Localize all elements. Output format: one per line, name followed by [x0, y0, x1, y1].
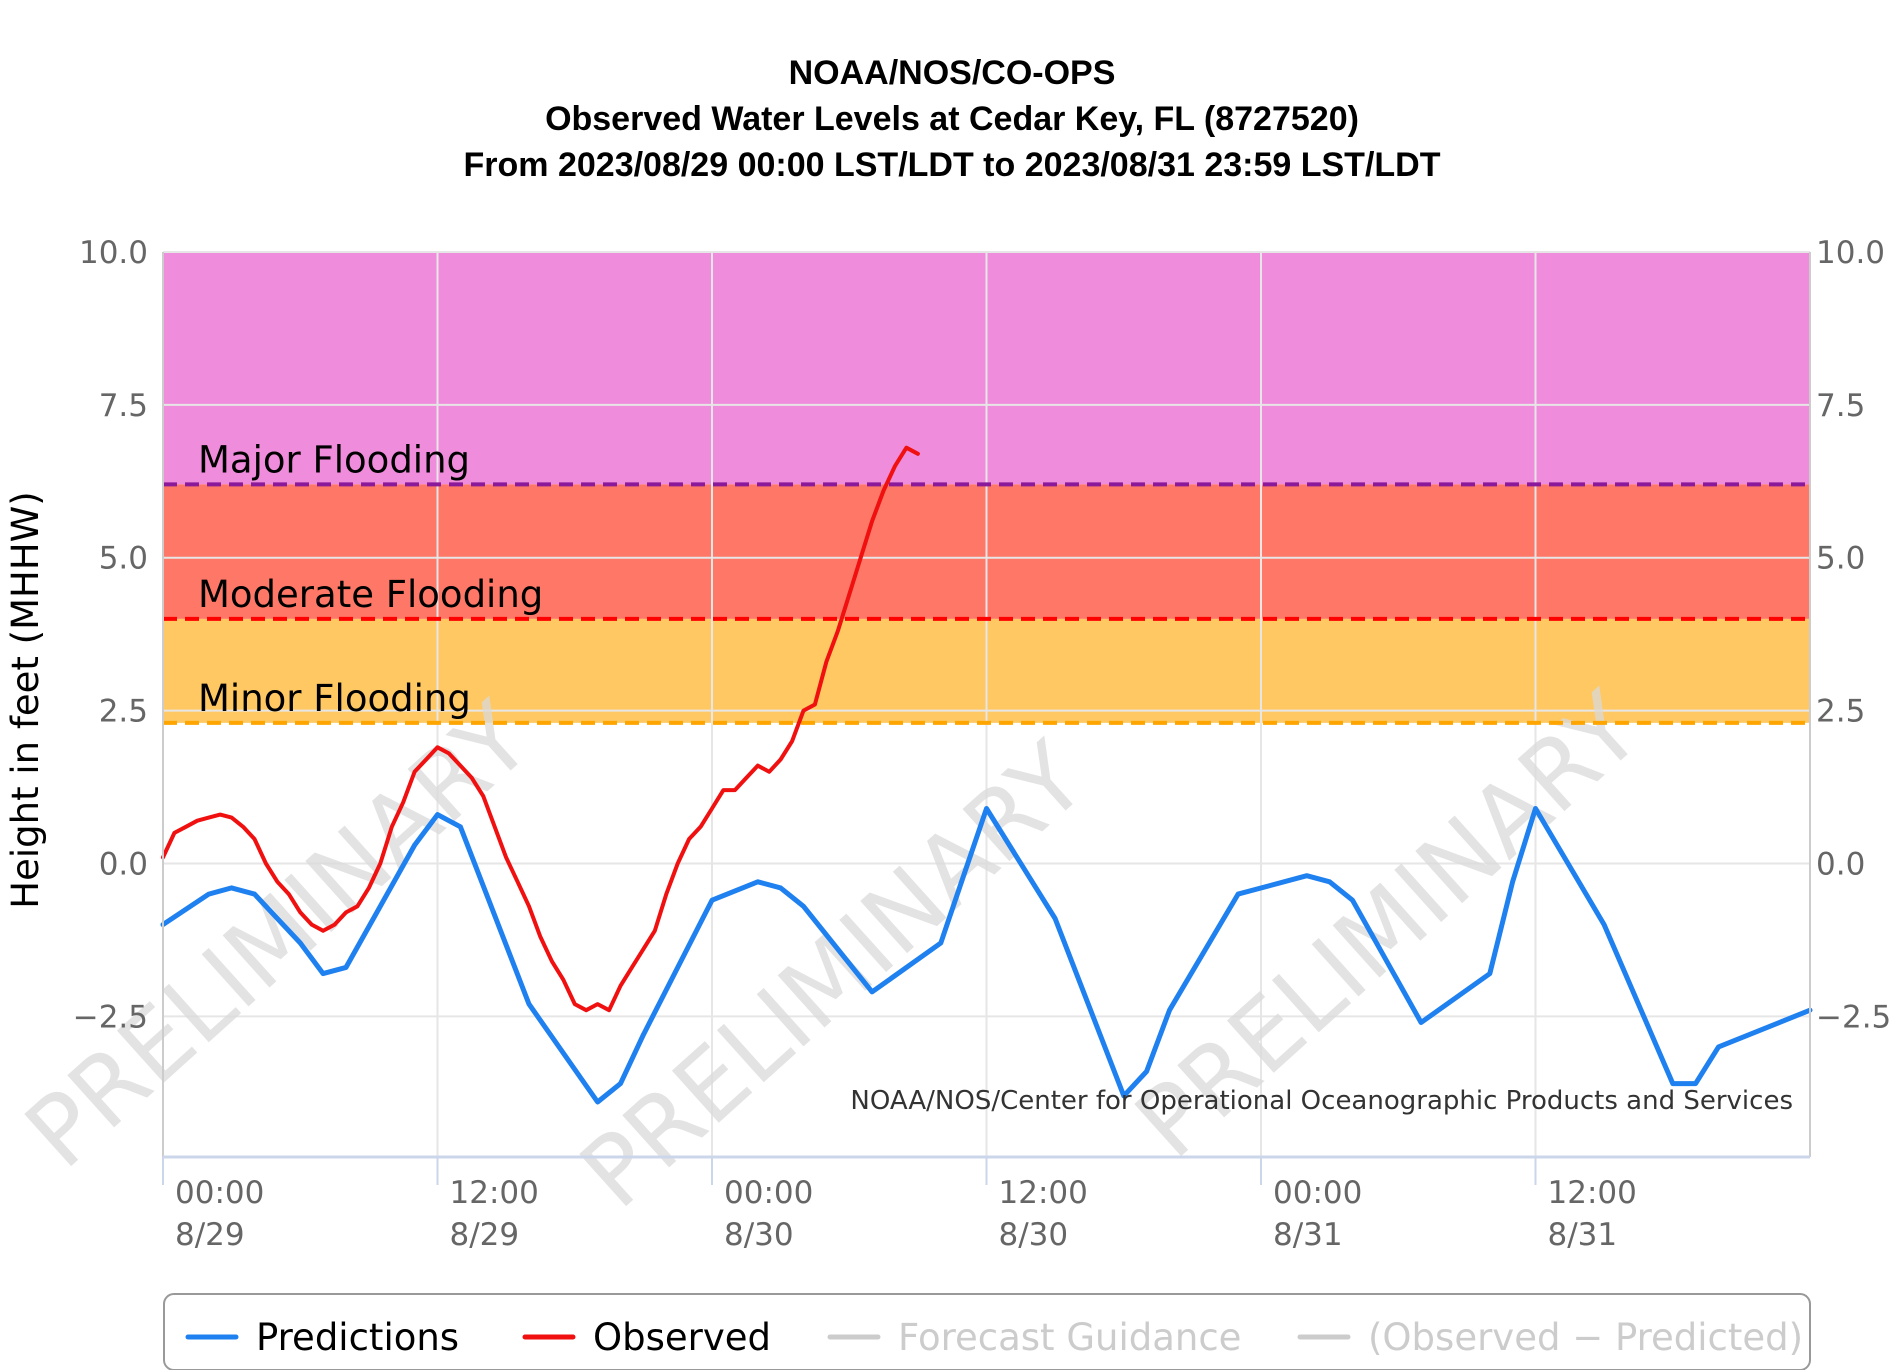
series-line-predictions [160, 806, 1813, 1105]
legend-box [163, 1293, 1811, 1370]
preliminary-watermarks: PRELIMINARY PRELIMINARY PRELIMINARY [5, 671, 1662, 1229]
legend-label-1: Observed [593, 1316, 771, 1359]
y-tick-left-5: −2.5 [73, 999, 148, 1035]
flood-band-labels: Major Flooding Moderate Flooding Minor Flo… [198, 438, 543, 719]
chart-legend: Predictions Observed Forecast Guidance (Obs… [163, 1293, 1811, 1370]
flood-band-label-0: Major Flooding [198, 438, 470, 481]
y-axis-left-ticks: 10.0 7.5 5.0 2.5 0.0 −2.5 [73, 235, 148, 1035]
watermark-1: PRELIMINARY [560, 721, 1107, 1229]
x-tick-date-3: 8/30 [999, 1217, 1069, 1253]
y-tick-left-2: 5.0 [99, 541, 148, 577]
x-tick-date-4: 8/31 [1273, 1217, 1343, 1253]
x-tick-date-2: 8/30 [724, 1217, 794, 1253]
x-tick-date-5: 8/31 [1548, 1217, 1618, 1253]
y-tick-left-4: 0.0 [99, 846, 148, 882]
y-tick-left-3: 2.5 [99, 694, 148, 730]
y-tick-right-4: 0.0 [1816, 846, 1865, 882]
chart-title: NOAA/NOS/CO-OPS Observed Water Levels at… [0, 50, 1904, 188]
x-tick-time-3: 12:00 [999, 1175, 1088, 1211]
y-axis-title: Height in feet (MHHW) [4, 491, 47, 908]
x-tick-time-2: 00:00 [724, 1175, 813, 1211]
y-tick-right-2: 5.0 [1816, 541, 1865, 577]
flood-band-label-2: Minor Flooding [198, 677, 471, 720]
y-axis-right-ticks: 10.0 7.5 5.0 2.5 0.0 −2.5 [1816, 235, 1891, 1035]
legend-label-3: (Observed − Predicted) [1368, 1316, 1803, 1359]
x-tick-time-0: 00:00 [175, 1175, 264, 1211]
legend-label-0: Predictions [256, 1316, 459, 1359]
y-tick-left-1: 7.5 [99, 388, 148, 424]
y-tick-right-3: 2.5 [1816, 694, 1865, 730]
grid-lines [163, 251, 1810, 1157]
legend-label-2: Forecast Guidance [898, 1316, 1241, 1359]
x-tick-time-1: 12:00 [450, 1175, 539, 1211]
y-tick-right-0: 10.0 [1816, 235, 1885, 271]
y-tick-right-1: 7.5 [1816, 388, 1865, 424]
chart-title-line-3: From 2023/08/29 00:00 LST/LDT to 2023/08… [463, 146, 1441, 184]
y-tick-right-5: −2.5 [1816, 999, 1891, 1035]
chart-title-line-1: NOAA/NOS/CO-OPS [788, 54, 1116, 92]
watermark-0: PRELIMINARY [5, 681, 552, 1189]
x-tick-time-5: 12:00 [1548, 1175, 1637, 1211]
chart-credit: NOAA/NOS/Center for Operational Oceanogr… [850, 1086, 1793, 1116]
y-tick-left-0: 10.0 [79, 235, 148, 271]
x-tick-time-4: 00:00 [1273, 1175, 1362, 1211]
flood-threshold-lines [163, 482, 1810, 725]
x-axis-ticks: 00:00 8/29 12:00 8/29 00:00 8/30 12:00 8/30 00:0… [162, 1157, 1637, 1253]
series-line-observed [161, 445, 920, 1013]
x-tick-date-1: 8/29 [450, 1217, 520, 1253]
chart-title-line-2: Observed Water Levels at Cedar Key, FL (… [545, 100, 1359, 138]
flood-band-label-1: Moderate Flooding [198, 573, 543, 616]
x-tick-date-0: 8/29 [175, 1217, 245, 1253]
data-series [160, 445, 1813, 1105]
